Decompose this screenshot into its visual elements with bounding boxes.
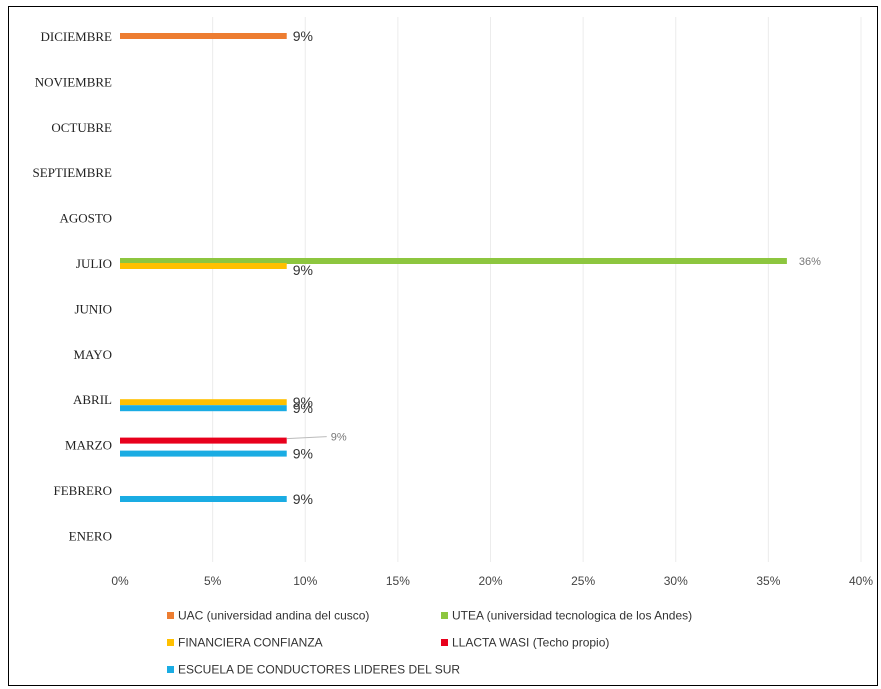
bar-s0-diciembre — [120, 33, 287, 39]
legend-entry-4: ESCUELA DE CONDUCTORES LIDERES DEL SUR — [178, 663, 460, 677]
x-tick-label-8: 40% — [849, 574, 873, 588]
leader-line-s3-2 — [286, 436, 327, 440]
data-label-s2-julio: 9% — [293, 262, 313, 278]
legend-swatch-0 — [167, 612, 174, 619]
legend-entry-2: FINANCIERA CONFIANZA — [178, 636, 323, 650]
category-label-octubre: OCTUBRE — [51, 120, 112, 135]
bar-s3-marzo — [120, 437, 287, 444]
bar-s4-abril — [120, 405, 287, 412]
legend-entry-0: UAC (universidad andina del cusco) — [178, 609, 369, 623]
data-label-s4-febrero: 9% — [293, 491, 313, 507]
legend-entry-1: UTEA (universidad tecnologica de los And… — [452, 609, 692, 623]
category-label-septiembre: SEPTIEMBRE — [33, 165, 113, 180]
legend-swatch-3 — [441, 639, 448, 646]
x-tick-label-2: 10% — [293, 574, 317, 588]
x-tick-label-1: 5% — [204, 574, 222, 588]
chart-frame: ENERO FEBRERO MARZO ABRIL MAYO JUNIO JULIO AGOS… — [8, 6, 878, 686]
category-label-febrero: FEBRERO — [53, 483, 112, 498]
x-tick-label-6: 30% — [664, 574, 688, 588]
category-label-enero: ENERO — [69, 528, 112, 543]
x-tick-label-4: 20% — [478, 574, 502, 588]
legend-swatch-1 — [441, 612, 448, 619]
data-label-s2-abril: 9% — [293, 394, 313, 410]
x-tick-label-5: 25% — [571, 574, 595, 588]
legend-entry-3: LLACTA WASI (Techo propio) — [452, 636, 609, 650]
x-tick-label-0: 0% — [111, 574, 129, 588]
bar-s2-julio — [120, 263, 287, 269]
bar-s1-julio — [120, 258, 787, 264]
bar-s2-abril — [120, 399, 287, 406]
legend-swatch-2 — [167, 639, 174, 646]
category-label-mayo: MAYO — [73, 347, 112, 362]
category-label-diciembre: DICIEMBRE — [41, 29, 113, 44]
data-label-s3-marzo: 9% — [331, 432, 347, 444]
x-tick-label-3: 15% — [386, 574, 410, 588]
bar-s4-marzo — [120, 450, 287, 457]
category-label-marzo: MARZO — [65, 438, 112, 453]
bar-chart: ENERO FEBRERO MARZO ABRIL MAYO JUNIO JULIO AGOS… — [33, 17, 873, 677]
category-label-noviembre: NOVIEMBRE — [35, 74, 112, 89]
category-label-junio: JUNIO — [74, 301, 112, 316]
data-label-s4-marzo: 9% — [293, 446, 313, 462]
legend-swatch-4 — [167, 666, 174, 673]
data-label-s4-abril: 9% — [293, 400, 313, 416]
bar-s4-febrero — [120, 496, 287, 502]
data-label-s0-diciembre: 9% — [293, 28, 313, 44]
category-label-abril: ABRIL — [73, 392, 112, 407]
x-tick-label-7: 35% — [756, 574, 780, 588]
category-label-julio: JULIO — [76, 256, 112, 271]
category-label-agosto: AGOSTO — [60, 211, 113, 226]
data-label-s1-julio: 36% — [799, 256, 821, 268]
